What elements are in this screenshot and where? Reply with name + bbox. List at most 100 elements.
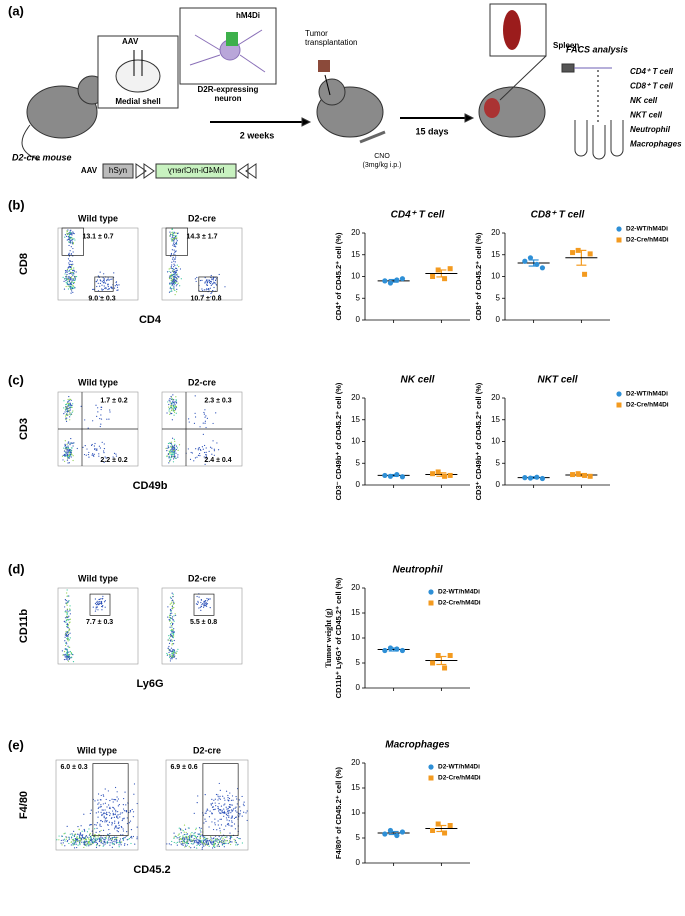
event-dot (101, 609, 103, 611)
event-dot (173, 615, 175, 617)
event-dot (176, 841, 179, 843)
legend-marker (616, 226, 622, 232)
event-dot (69, 272, 71, 275)
event-dot (170, 402, 173, 404)
event-dot (88, 838, 90, 841)
data-point (575, 247, 581, 253)
event-dot (194, 832, 196, 834)
event-dot (62, 654, 64, 656)
event-dot (120, 825, 123, 828)
event-dot (119, 838, 121, 840)
event-dot (129, 811, 132, 813)
event-dot (89, 843, 91, 845)
event-dot (178, 276, 180, 278)
event-dot (207, 843, 209, 845)
event-dot (231, 810, 233, 812)
event-dot (80, 405, 82, 407)
event-dot (69, 233, 71, 236)
event-dot (225, 790, 228, 792)
event-dot (205, 454, 207, 456)
event-dot (228, 812, 230, 814)
event-dot (175, 256, 177, 258)
event-dot (117, 814, 119, 816)
y-axis-label: CD4⁺ of CD45.2⁺ cell (%) (334, 232, 343, 320)
event-dot (67, 267, 69, 269)
event-dot (171, 448, 173, 450)
event-dot (109, 411, 111, 413)
event-dot (63, 651, 66, 653)
event-dot (76, 447, 78, 450)
event-dot (201, 848, 203, 850)
event-dot (72, 843, 74, 845)
event-dot (203, 842, 205, 844)
event-dot (172, 654, 175, 656)
event-dot (89, 812, 91, 815)
event-dot (207, 842, 209, 844)
event-dot (84, 840, 86, 842)
event-dot (204, 600, 207, 602)
event-dot (169, 603, 171, 605)
event-dot (96, 285, 98, 288)
event-dot (200, 449, 202, 452)
event-dot (115, 809, 117, 811)
event-dot (170, 277, 172, 279)
event-dot (212, 440, 214, 442)
event-dot (65, 602, 67, 604)
event-dot (113, 272, 115, 274)
event-dot (227, 810, 229, 812)
event-dot (175, 445, 178, 447)
event-dot (228, 815, 230, 817)
event-dot (126, 831, 128, 833)
y-axis-label: CD3⁺ CD49b⁺ of CD45.2⁺ cell (%) (474, 382, 483, 500)
event-dot (63, 413, 65, 415)
event-dot (229, 835, 231, 837)
data-point (442, 276, 448, 282)
event-dot (218, 812, 221, 814)
legend-label: D2-WT/hM4Di (438, 589, 480, 596)
event-dot (219, 789, 221, 791)
event-dot (83, 846, 85, 849)
event-dot (68, 400, 70, 402)
event-dot (117, 811, 119, 813)
event-dot (68, 281, 71, 283)
event-dot (212, 828, 215, 831)
legend-marker (616, 402, 622, 408)
event-dot (99, 830, 101, 833)
event-dot (98, 455, 100, 457)
event-dot (231, 821, 233, 823)
event-dot (168, 618, 170, 621)
event-dot (65, 278, 67, 280)
event-dot (243, 804, 245, 807)
event-dot (106, 840, 109, 843)
event-dot (124, 791, 126, 793)
event-dot (66, 407, 68, 409)
event-dot (246, 819, 248, 822)
event-dot (241, 842, 243, 844)
event-dot (196, 456, 198, 458)
event-dot (69, 442, 71, 445)
event-dot (70, 450, 72, 452)
event-dot (101, 809, 103, 811)
event-dot (68, 456, 70, 458)
event-dot (235, 844, 237, 846)
event-dot (92, 420, 94, 422)
event-dot (173, 603, 175, 605)
event-dot (173, 620, 175, 622)
event-dot (227, 822, 229, 825)
event-dot (98, 453, 100, 455)
event-dot (86, 448, 88, 450)
event-dot (70, 292, 72, 294)
event-dot (169, 608, 172, 611)
mouse-tail (21, 124, 41, 161)
event-dot (131, 837, 133, 839)
event-dot (71, 411, 73, 413)
gate (165, 227, 188, 256)
event-dot (72, 267, 75, 269)
event-dot (168, 843, 170, 845)
chart-title: CD8⁺ T cell (531, 210, 585, 221)
receptor-label: hM4Di (236, 11, 260, 20)
event-dot (197, 602, 199, 604)
event-dot (212, 844, 215, 846)
event-dot (197, 449, 199, 451)
event-dot (66, 270, 68, 272)
